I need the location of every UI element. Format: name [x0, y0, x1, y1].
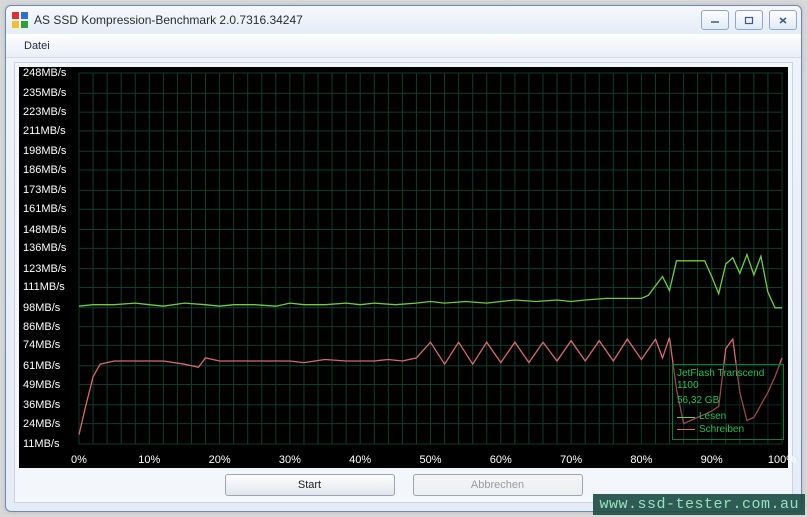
y-tick-label: 61MB/s: [23, 360, 60, 372]
x-tick-label: 20%: [209, 454, 231, 466]
y-tick-label: 86MB/s: [23, 321, 60, 333]
x-tick-label: 80%: [630, 454, 652, 466]
chart-x-axis-labels: 0%10%20%30%40%50%60%70%80%90%100%: [79, 448, 782, 466]
y-tick-label: 211MB/s: [23, 125, 66, 137]
x-tick-label: 100%: [768, 454, 796, 466]
menubar: Datei: [6, 34, 801, 58]
app-window: AS SSD Kompression-Benchmark 2.0.7316.34…: [5, 5, 802, 512]
y-tick-label: 161MB/s: [23, 203, 66, 215]
legend-label-read: Lesen: [699, 411, 726, 424]
window-controls: [701, 10, 797, 30]
close-button[interactable]: [769, 10, 797, 30]
window-title: AS SSD Kompression-Benchmark 2.0.7316.34…: [34, 13, 701, 27]
y-tick-label: 49MB/s: [23, 379, 60, 391]
start-button[interactable]: Start: [225, 474, 395, 496]
legend-drive-name: JetFlash Transcend 1100: [677, 368, 779, 393]
y-tick-label: 223MB/s: [23, 106, 66, 118]
y-tick-label: 235MB/s: [23, 87, 66, 99]
y-tick-label: 74MB/s: [23, 339, 60, 351]
y-tick-label: 11MB/s: [23, 438, 59, 450]
y-tick-label: 198MB/s: [23, 145, 66, 157]
y-tick-label: 36MB/s: [23, 399, 60, 411]
app-icon: [12, 12, 28, 28]
x-tick-label: 70%: [560, 454, 582, 466]
minimize-button[interactable]: [701, 10, 729, 30]
x-tick-label: 40%: [349, 454, 371, 466]
y-tick-label: 98MB/s: [23, 302, 60, 314]
client-area: 11MB/s 24MB/s 36MB/s 49MB/s 61MB/s 74MB/s 86MB…: [14, 62, 793, 503]
titlebar[interactable]: AS SSD Kompression-Benchmark 2.0.7316.34…: [6, 6, 801, 34]
x-tick-label: 50%: [419, 454, 441, 466]
y-tick-label: 24MB/s: [23, 418, 60, 430]
x-tick-label: 30%: [279, 454, 301, 466]
legend-swatch-write: [677, 429, 695, 430]
legend-label-write: Schreiben: [699, 424, 744, 437]
menu-datei[interactable]: Datei: [16, 38, 58, 54]
watermark: www.ssd-tester.com.au: [593, 494, 805, 515]
y-tick-label: 186MB/s: [23, 164, 66, 176]
x-tick-label: 0%: [71, 454, 87, 466]
y-tick-label: 148MB/s: [23, 224, 66, 236]
legend-capacity: 56,32 GB: [677, 395, 779, 408]
y-tick-label: 173MB/s: [23, 184, 66, 196]
chart-y-axis-labels: 11MB/s24MB/s36MB/s49MB/s61MB/s74MB/s86MB…: [21, 67, 77, 444]
x-tick-label: 10%: [138, 454, 160, 466]
x-tick-label: 90%: [701, 454, 723, 466]
cancel-button: Abbrechen: [413, 474, 583, 496]
compression-chart: 11MB/s 24MB/s 36MB/s 49MB/s 61MB/s 74MB/s 86MB…: [19, 67, 788, 468]
y-tick-label: 123MB/s: [23, 263, 66, 275]
legend-entry-read: Lesen: [677, 411, 779, 424]
y-tick-label: 136MB/s: [23, 242, 66, 254]
maximize-button[interactable]: [735, 10, 763, 30]
y-tick-label: 111MB/s: [23, 281, 65, 293]
chart-legend: JetFlash Transcend 1100 56,32 GB Lesen S…: [672, 364, 784, 441]
legend-swatch-read: [677, 417, 695, 418]
y-tick-label: 248MB/s: [23, 67, 66, 79]
x-tick-label: 60%: [490, 454, 512, 466]
legend-entry-write: Schreiben: [677, 424, 779, 437]
